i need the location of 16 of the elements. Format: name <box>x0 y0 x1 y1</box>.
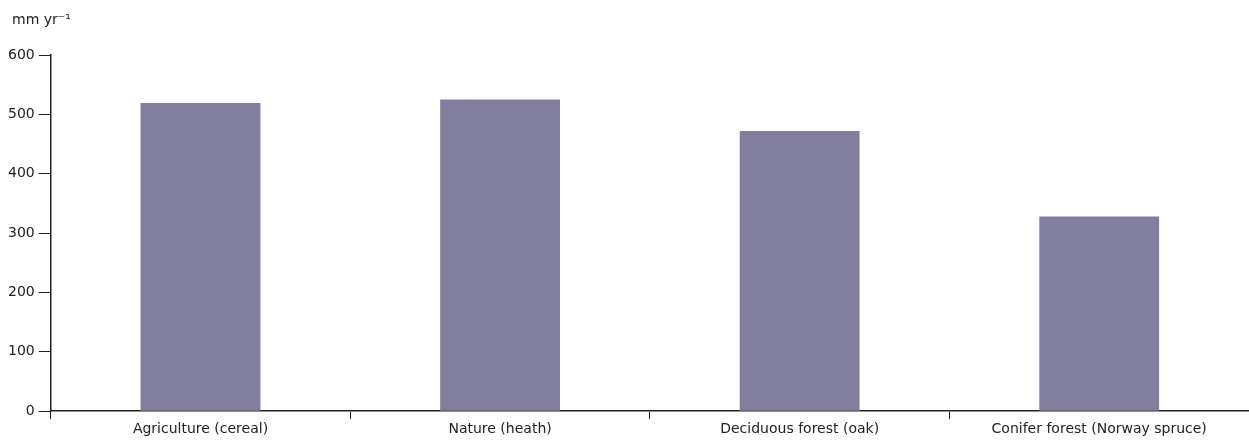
x-tick-label: Conifer forest (Norway spruce) <box>991 420 1207 437</box>
y-tick-label: 100 <box>7 342 35 359</box>
x-tick-label: Deciduous forest (oak) <box>720 420 880 437</box>
bar <box>140 103 261 411</box>
y-tick-label: 300 <box>7 223 35 240</box>
y-tick-label: 600 <box>7 45 35 62</box>
bar <box>440 99 560 411</box>
y-axis-title: mm yr⁻¹ <box>12 11 71 27</box>
x-tick-label: Agriculture (cereal) <box>132 420 269 437</box>
bar <box>739 130 860 411</box>
y-tick-label: 500 <box>7 105 35 122</box>
x-tick-label: Nature (heath) <box>448 420 552 437</box>
y-tick-label: 200 <box>7 283 35 300</box>
y-tick-label: 0 <box>25 401 35 418</box>
y-tick-label: 400 <box>7 164 35 181</box>
bar <box>1039 216 1160 411</box>
